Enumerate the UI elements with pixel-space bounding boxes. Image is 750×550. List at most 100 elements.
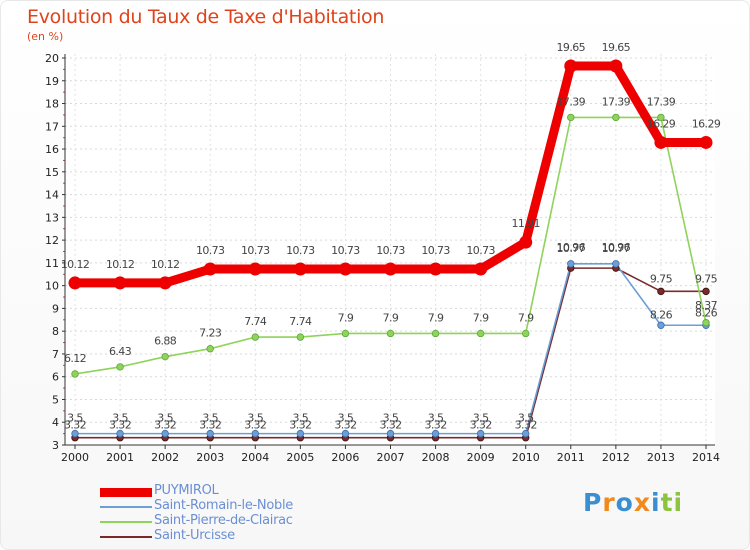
data-point-2 xyxy=(341,329,350,338)
data-label-1: 10.96 xyxy=(557,241,586,254)
data-label-1: 3.5 xyxy=(247,412,263,425)
data-point-0 xyxy=(699,135,713,149)
y-tick-label: 5 xyxy=(52,393,59,406)
data-point-2 xyxy=(161,352,169,361)
data-label-3: 10.77 xyxy=(557,242,586,255)
data-label-2: 6.43 xyxy=(109,345,132,358)
data-label-3: 3.32 xyxy=(470,419,492,432)
data-point-1 xyxy=(71,429,79,438)
y-tick-label: 4 xyxy=(52,416,59,429)
data-label-1: 3.5 xyxy=(67,412,83,425)
proxiti-logo: Proxiti xyxy=(583,488,683,517)
data-point-0 xyxy=(158,276,172,290)
data-label-0: 19.65 xyxy=(602,41,631,54)
data-label-1: 10.96 xyxy=(602,241,631,254)
data-point-0 xyxy=(654,135,668,149)
data-label-1: 3.5 xyxy=(157,412,173,425)
data-point-3 xyxy=(657,287,665,296)
data-label-0: 10.73 xyxy=(421,244,450,257)
y-tick-label: 13 xyxy=(45,211,59,224)
data-point-0 xyxy=(429,262,443,276)
legend-swatch xyxy=(100,536,152,538)
data-label-1: 3.5 xyxy=(112,412,128,425)
data-label-0: 10.12 xyxy=(151,258,180,271)
data-label-2: 7.9 xyxy=(428,311,444,324)
y-tick-label: 14 xyxy=(45,189,59,202)
data-point-2 xyxy=(71,370,79,378)
data-label-2: 7.9 xyxy=(338,311,354,324)
legend-label: Saint-Pierre-de-Clairac xyxy=(154,513,293,528)
logo-letter: P xyxy=(583,488,603,517)
data-label-3: 3.32 xyxy=(334,419,356,432)
data-label-0: 10.73 xyxy=(376,244,405,257)
data-point-0 xyxy=(564,59,578,73)
data-point-1 xyxy=(386,429,395,438)
data-label-1: 3.5 xyxy=(338,412,354,425)
data-point-0 xyxy=(609,59,623,73)
data-label-3: 3.32 xyxy=(199,419,221,432)
x-tick-label: 2002 xyxy=(151,451,179,464)
data-label-3: 10.77 xyxy=(602,242,631,255)
y-tick-label: 19 xyxy=(45,75,59,88)
data-label-2: 8.37 xyxy=(695,299,718,312)
data-label-3: 3.32 xyxy=(515,419,537,432)
y-tick-label: 16 xyxy=(45,143,59,156)
chart-title: Evolution du Taux de Taxe d'Habitation xyxy=(27,6,385,28)
y-tick-label: 8 xyxy=(52,325,59,338)
data-point-0 xyxy=(474,262,488,276)
data-label-0: 16.29 xyxy=(647,117,676,130)
legend-label: PUYMIROL xyxy=(154,483,219,498)
x-tick-label: 2006 xyxy=(331,451,359,464)
data-point-1 xyxy=(612,260,620,268)
data-label-3: 3.32 xyxy=(379,419,401,432)
x-tick-label: 2000 xyxy=(61,451,89,464)
x-tick-label: 2012 xyxy=(602,451,630,464)
x-tick-label: 2003 xyxy=(196,451,224,464)
data-label-0: 10.73 xyxy=(286,244,315,257)
data-point-2 xyxy=(296,333,305,341)
logo-letter: i xyxy=(651,488,661,517)
data-point-2 xyxy=(116,363,124,371)
x-tick-label: 2011 xyxy=(557,451,585,464)
data-label-2: 17.39 xyxy=(557,95,586,108)
data-label-3: 3.32 xyxy=(289,419,311,432)
data-label-0: 10.73 xyxy=(466,244,495,257)
data-label-2: 7.23 xyxy=(199,327,222,340)
x-tick-label: 2005 xyxy=(286,451,314,464)
data-point-2 xyxy=(386,329,395,338)
data-point-1 xyxy=(567,260,575,268)
data-point-3 xyxy=(702,287,710,296)
data-point-1 xyxy=(161,429,169,438)
y-axis-unit-label: (en %) xyxy=(27,30,64,43)
data-point-0 xyxy=(203,262,217,276)
data-label-3: 9.75 xyxy=(695,272,718,285)
y-tick-label: 3 xyxy=(52,439,59,452)
legend-swatch xyxy=(100,487,152,497)
y-tick-label: 10 xyxy=(45,280,59,293)
data-label-2: 7.9 xyxy=(473,311,489,324)
data-point-1 xyxy=(116,429,124,438)
legend-swatch xyxy=(100,506,152,508)
logo-letter: i xyxy=(673,488,684,517)
y-tick-label: 6 xyxy=(52,371,59,384)
data-label-1: 3.5 xyxy=(202,412,218,425)
data-label-3: 3.32 xyxy=(64,419,86,432)
data-label-3: 3.32 xyxy=(244,419,266,432)
data-point-0 xyxy=(68,276,82,290)
x-tick-label: 2014 xyxy=(692,451,720,464)
logo-letter: t xyxy=(660,488,674,517)
data-point-0 xyxy=(293,262,307,276)
data-point-0 xyxy=(519,235,533,249)
data-label-3: 3.32 xyxy=(109,419,131,432)
data-label-1: 3.5 xyxy=(293,412,309,425)
x-tick-label: 2010 xyxy=(512,451,540,464)
y-tick-label: 7 xyxy=(52,348,59,361)
x-tick-label: 2013 xyxy=(647,451,675,464)
data-label-1: 3.5 xyxy=(383,412,399,425)
x-tick-label: 2009 xyxy=(467,451,495,464)
data-label-1: 8.26 xyxy=(695,306,718,319)
data-label-1: 3.5 xyxy=(428,412,444,425)
data-label-2: 17.39 xyxy=(647,95,676,108)
data-label-2: 6.12 xyxy=(64,352,86,365)
